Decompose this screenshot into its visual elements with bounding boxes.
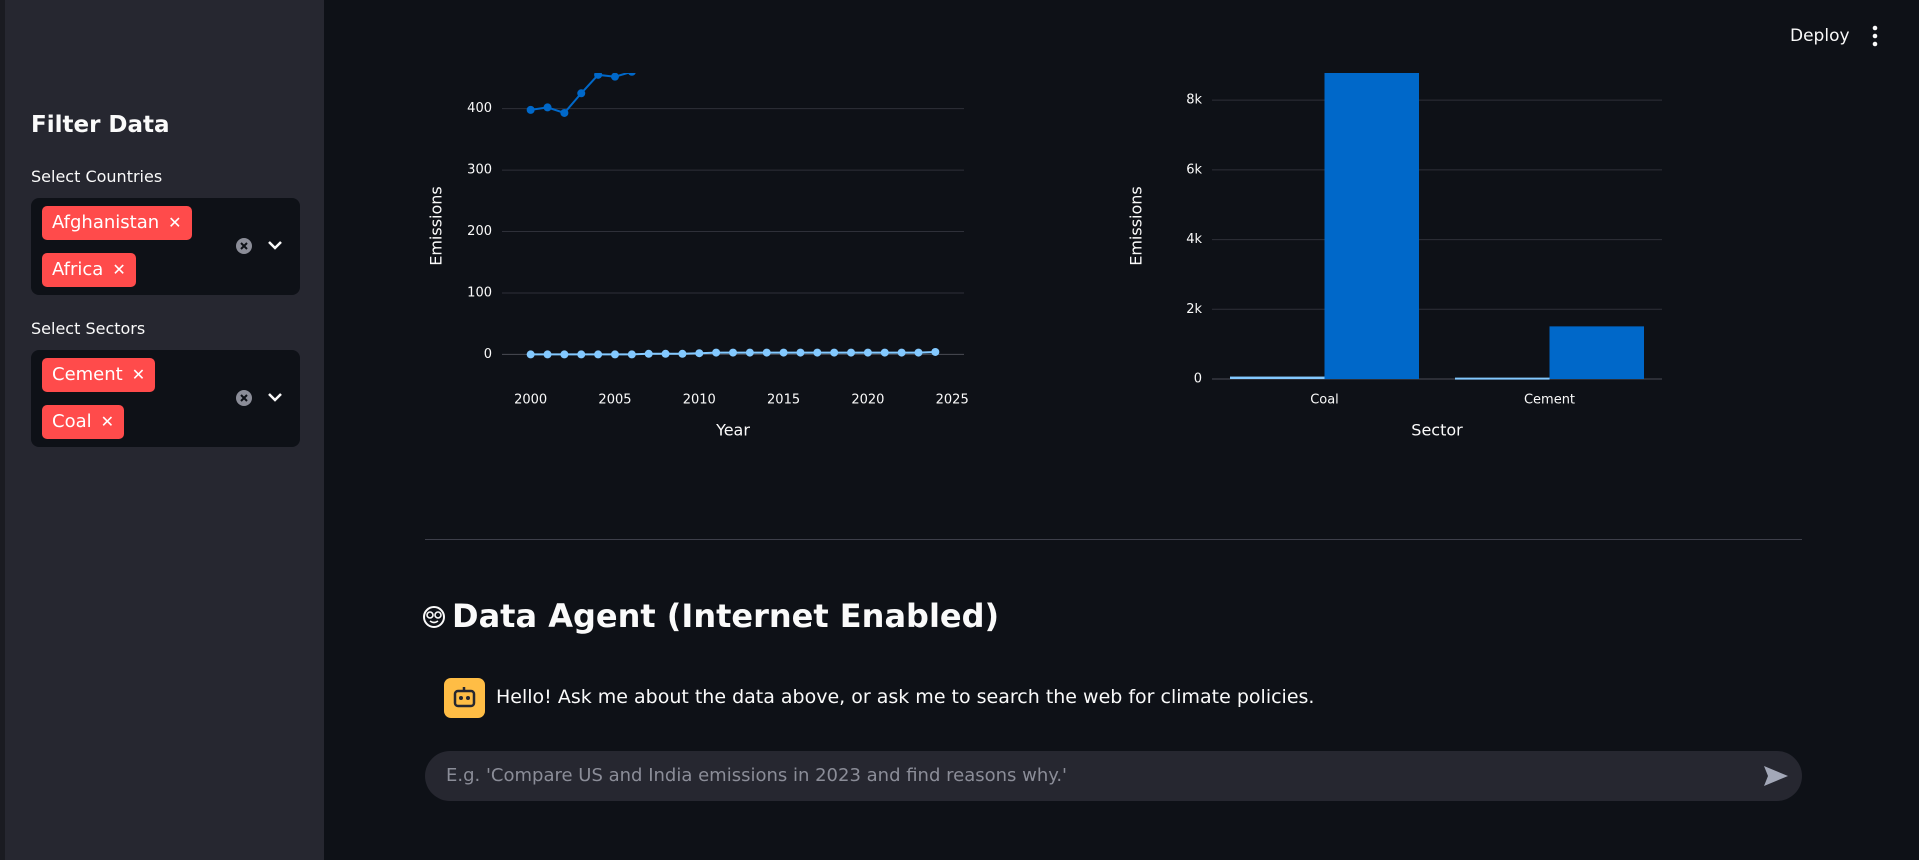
- point: [729, 348, 737, 357]
- point: [813, 348, 822, 357]
- line-chart: 0 100 200 300 400 Year Emissions 2000 2005 2010 20…: [427, 73, 969, 440]
- point: [628, 73, 636, 76]
- point: [560, 350, 569, 359]
- point: [644, 349, 653, 358]
- point: [577, 350, 586, 359]
- x-tick-label: 2015: [767, 393, 800, 408]
- point: [543, 103, 552, 112]
- multiselect[interactable]: Afghanistan ✕ Africa ✕: [31, 198, 300, 295]
- point: [526, 105, 535, 114]
- bot-avatar: [444, 678, 485, 718]
- agent-title: Data Agent (Internet Enabled): [452, 597, 1000, 635]
- y-axis-title: Emissions: [427, 186, 446, 266]
- point: [594, 73, 603, 79]
- y-axis-title: Emissions: [1127, 186, 1146, 266]
- y-tick-label: 2k: [1186, 302, 1202, 317]
- point: [796, 348, 805, 357]
- point: [594, 350, 603, 359]
- point: [880, 348, 889, 357]
- x-tick-label: 2010: [683, 393, 716, 408]
- filter-label: Select Countries: [31, 167, 163, 186]
- x-axis-title: Year: [715, 421, 750, 440]
- chip-text: Afghanistan: [52, 212, 160, 233]
- chat-message: Hello! Ask me about the data above, or a…: [496, 686, 1315, 708]
- point: [661, 349, 670, 358]
- x-tick-label: 2025: [936, 393, 969, 408]
- sidebar: Filter Data Select Countries Afghanistan…: [0, 0, 324, 860]
- point: [577, 89, 586, 98]
- bar-chart: 0 2k 4k 6k 8k Sector Emissions Coal Cement: [1127, 73, 1662, 440]
- y-tick-label: 4k: [1186, 232, 1202, 247]
- point: [847, 348, 856, 357]
- multiselect[interactable]: Cement ✕ Coal ✕: [31, 350, 300, 447]
- bar: [1230, 376, 1325, 379]
- point: [695, 349, 704, 358]
- point: [779, 348, 788, 357]
- chip[interactable]: Afghanistan ✕: [42, 206, 192, 240]
- select-icons[interactable]: [235, 388, 295, 410]
- point: [830, 348, 839, 357]
- send-button[interactable]: [1763, 765, 1789, 787]
- point: [610, 350, 619, 359]
- bar: [1549, 326, 1644, 379]
- x-tick-label: Coal: [1310, 393, 1339, 408]
- x-axis-title: Sector: [1411, 421, 1463, 440]
- sidebar-title: Filter Data: [31, 112, 170, 138]
- x-tick-label: 2005: [598, 393, 631, 408]
- point: [762, 348, 771, 357]
- x-tick-label: 2000: [514, 393, 547, 408]
- y-tick-label: 0: [484, 347, 492, 362]
- menu-button[interactable]: [1868, 24, 1882, 48]
- deploy-button[interactable]: Deploy: [1790, 26, 1850, 46]
- x-tick-label: 2020: [851, 393, 884, 408]
- chip-text: Africa: [52, 259, 104, 280]
- filter-label: Select Sectors: [31, 319, 146, 338]
- point: [745, 348, 754, 357]
- point: [610, 73, 619, 81]
- point: [931, 347, 940, 356]
- point: [543, 350, 552, 359]
- point: [560, 108, 569, 117]
- chip[interactable]: Cement ✕: [42, 358, 156, 392]
- chat-placeholder: E.g. 'Compare US and India emissions in …: [446, 765, 1068, 786]
- y-tick-label: 0: [1194, 372, 1202, 387]
- divider: [425, 539, 1802, 540]
- bar: [1324, 73, 1419, 379]
- y-tick-label: 100: [467, 285, 492, 300]
- chip[interactable]: Coal ✕: [42, 405, 125, 439]
- point: [712, 348, 721, 357]
- y-tick-label: 8k: [1186, 93, 1202, 108]
- point: [897, 348, 906, 357]
- y-tick-label: 6k: [1186, 162, 1202, 177]
- y-tick-label: 400: [467, 101, 492, 116]
- y-tick-label: 300: [467, 163, 492, 178]
- point: [526, 350, 535, 359]
- point: [627, 350, 636, 359]
- heading-icon: [423, 606, 445, 628]
- point: [914, 348, 923, 357]
- point: [678, 349, 687, 358]
- bar: [1455, 377, 1550, 380]
- x-tick-label: Cement: [1524, 393, 1575, 408]
- select-icons[interactable]: [235, 236, 295, 258]
- point: [863, 348, 872, 357]
- chip-text: Cement: [52, 364, 123, 385]
- chip-text: Coal: [52, 411, 92, 432]
- chat-input[interactable]: E.g. 'Compare US and India emissions in …: [425, 751, 1802, 801]
- y-tick-label: 200: [467, 224, 492, 239]
- chip[interactable]: Africa ✕: [42, 253, 136, 287]
